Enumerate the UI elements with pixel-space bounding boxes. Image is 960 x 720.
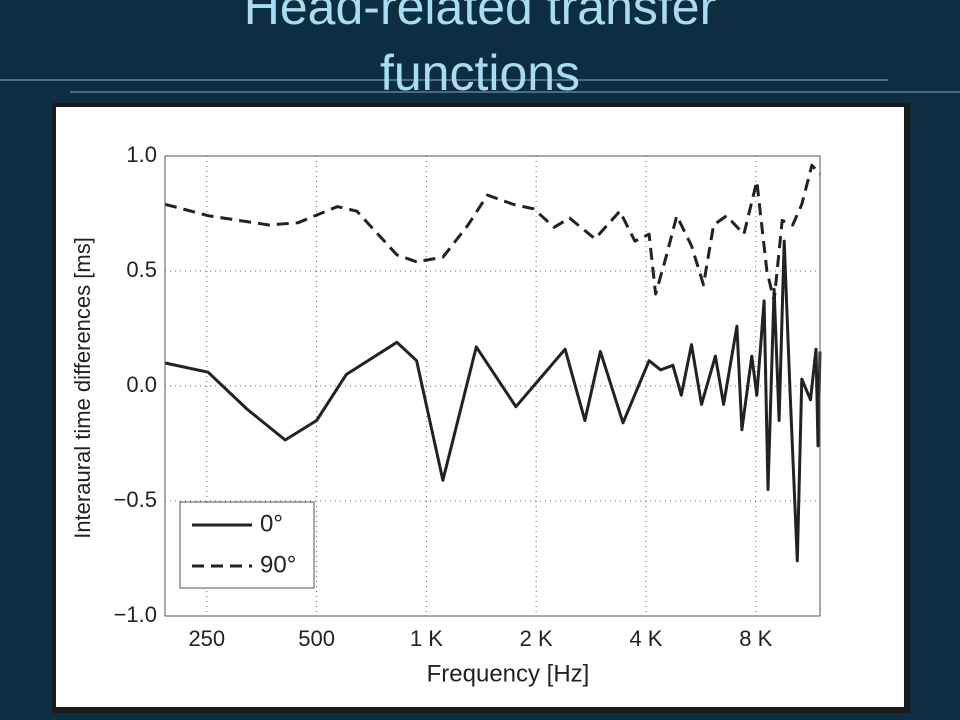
panel [56, 107, 904, 707]
y-tick-label: −0.5 [114, 487, 157, 512]
x-tick-label: 4 K [629, 626, 662, 651]
y-tick-label: 1.0 [126, 142, 157, 167]
plot-frame [164, 155, 821, 617]
legend-box [179, 501, 315, 589]
x-tick-label: 500 [298, 626, 335, 651]
x-tick-label: 1 K [410, 626, 443, 651]
x-axis-label: Frequency [Hz] [427, 660, 590, 687]
y-tick-label: −1.0 [114, 602, 157, 627]
y-tick-label: 0.0 [126, 372, 157, 397]
legend-label: 90° [260, 551, 296, 578]
slide-title: Head-related transfer functions [243, 0, 717, 101]
x-label-box [392, 654, 655, 696]
x-tick-label: 250 [188, 626, 225, 651]
x-tick-label: 2 K [520, 626, 553, 651]
y-axis-label: Interaural time differences [ms] [70, 237, 95, 539]
x-tick-label: 8 K [739, 626, 772, 651]
line-series [164, 163, 822, 303]
y-tick-label: 0.5 [126, 257, 157, 282]
line-series [164, 239, 822, 563]
legend-label: 0° [260, 510, 283, 537]
